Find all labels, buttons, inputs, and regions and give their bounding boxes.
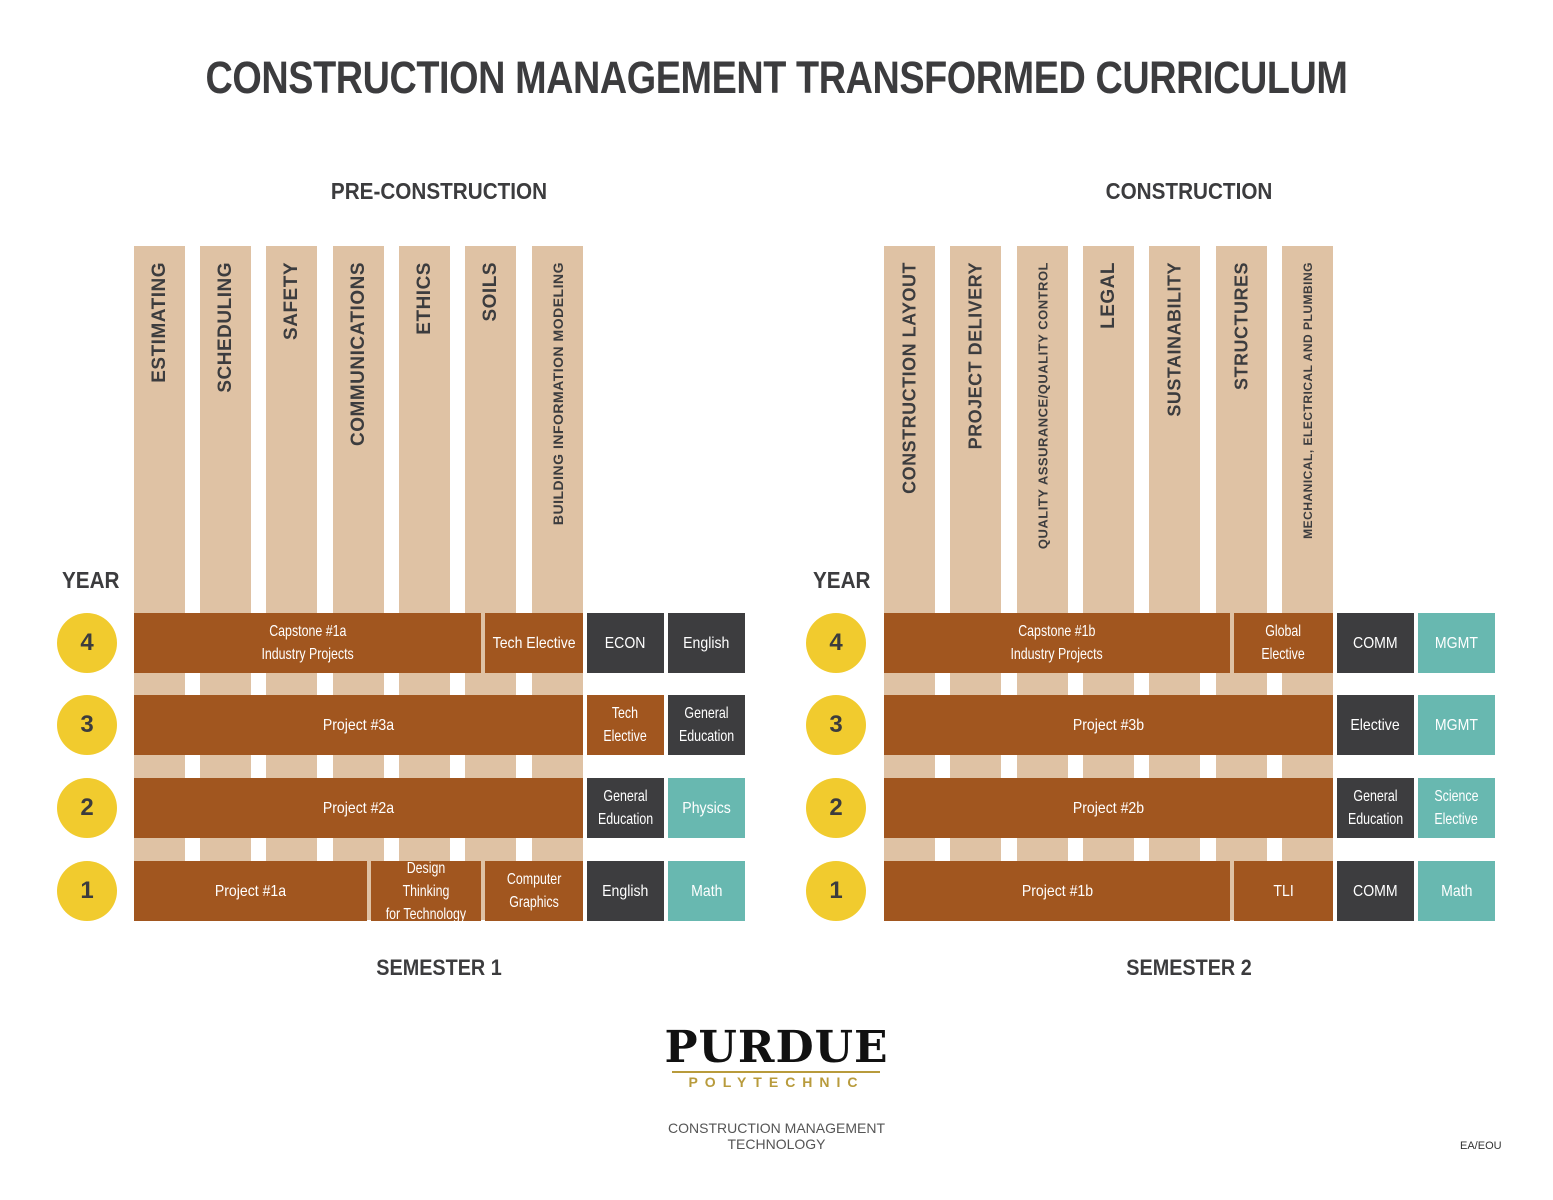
page-title: CONSTRUCTION MANAGEMENT TRANSFORMED CURR…	[205, 52, 1348, 103]
pre-construction-heading: PRE-CONSTRUCTION	[330, 178, 548, 204]
topic-project-delivery: PROJECT DELIVERY	[965, 262, 985, 450]
course-project-2b: Project #2b	[884, 778, 1333, 838]
year-badge: 3	[806, 695, 866, 755]
year-label-right: YEAR	[813, 567, 871, 593]
topic-legal: LEGAL	[1097, 262, 1119, 329]
topic-estimating: ESTIMATING	[148, 262, 170, 383]
course-capstone-1a: Capstone #1a Industry Projects	[134, 613, 481, 673]
topic-structures: STRUCTURES	[1231, 262, 1251, 391]
course-project-3a: Project #3a	[134, 695, 583, 755]
year-badge: 1	[57, 861, 117, 921]
course-project-2a: Project #2a	[134, 778, 583, 838]
year-badge: 2	[57, 778, 117, 838]
course-global-elective: Global Elective	[1234, 613, 1333, 673]
course-tech-elective: Tech Elective	[587, 695, 664, 755]
year-badge: 4	[57, 613, 117, 673]
course-tli: TLI	[1234, 861, 1333, 921]
course-general-education: General Education	[668, 695, 745, 755]
topic-ethics: ETHICS	[413, 262, 435, 335]
topic-bim: BUILDING INFORMATION MODELING	[549, 262, 566, 526]
course-project-1b: Project #1b	[884, 861, 1230, 921]
course-english: English	[668, 613, 745, 673]
course-physics: Physics	[668, 778, 745, 838]
logo-divider	[672, 1071, 880, 1073]
course-general-education: General Education	[1337, 778, 1414, 838]
year-badge: 3	[57, 695, 117, 755]
polytechnic-logo-text: POLYTECHNIC	[688, 1074, 865, 1090]
course-econ: ECON	[587, 613, 664, 673]
topic-qa-qc: QUALITY ASSURANCE/QUALITY CONTROL	[1035, 262, 1050, 550]
topic-sustainability: SUSTAINABILITY	[1164, 262, 1184, 417]
purdue-logo: PURDUE	[664, 1022, 889, 1073]
year-badge: 2	[806, 778, 866, 838]
course-capstone-1b: Capstone #1b Industry Projects	[884, 613, 1230, 673]
course-comm: COMM	[1337, 861, 1414, 921]
topic-mep: MECHANICAL, ELECTRICAL AND PLUMBING	[1300, 262, 1315, 539]
course-general-education: General Education	[587, 778, 664, 838]
year-badge: 4	[806, 613, 866, 673]
topic-soils: SOILS	[479, 262, 501, 322]
course-math: Math	[668, 861, 745, 921]
document-code: EA/EOU	[1460, 1140, 1502, 1152]
topic-communications: COMMUNICATIONS	[347, 262, 369, 446]
course-english: English	[587, 861, 664, 921]
course-mgmt: MGMT	[1418, 695, 1495, 755]
course-design-thinking: Design Thinking for Technology	[371, 860, 481, 923]
semester-2-label: SEMESTER 2	[1126, 955, 1252, 980]
year-badge: 1	[806, 861, 866, 921]
department-name: CONSTRUCTION MANAGEMENT TECHNOLOGY	[668, 1120, 885, 1152]
course-project-3b: Project #3b	[884, 695, 1333, 755]
course-computer-graphics: Computer Graphics	[485, 861, 583, 921]
construction-heading: CONSTRUCTION	[1105, 178, 1273, 204]
topic-construction-layout: CONSTRUCTION LAYOUT	[899, 262, 919, 494]
topic-scheduling: SCHEDULING	[214, 262, 236, 393]
course-mgmt: MGMT	[1418, 613, 1495, 673]
topic-safety: SAFETY	[280, 262, 302, 340]
course-science-elective: Science Elective	[1418, 778, 1495, 838]
course-comm: COMM	[1337, 613, 1414, 673]
course-math: Math	[1418, 861, 1495, 921]
semester-1-label: SEMESTER 1	[376, 955, 502, 980]
course-elective: Elective	[1337, 695, 1414, 755]
course-tech-elective: Tech Elective	[485, 613, 583, 673]
year-label-left: YEAR	[62, 567, 120, 593]
course-project-1a: Project #1a	[134, 861, 367, 921]
